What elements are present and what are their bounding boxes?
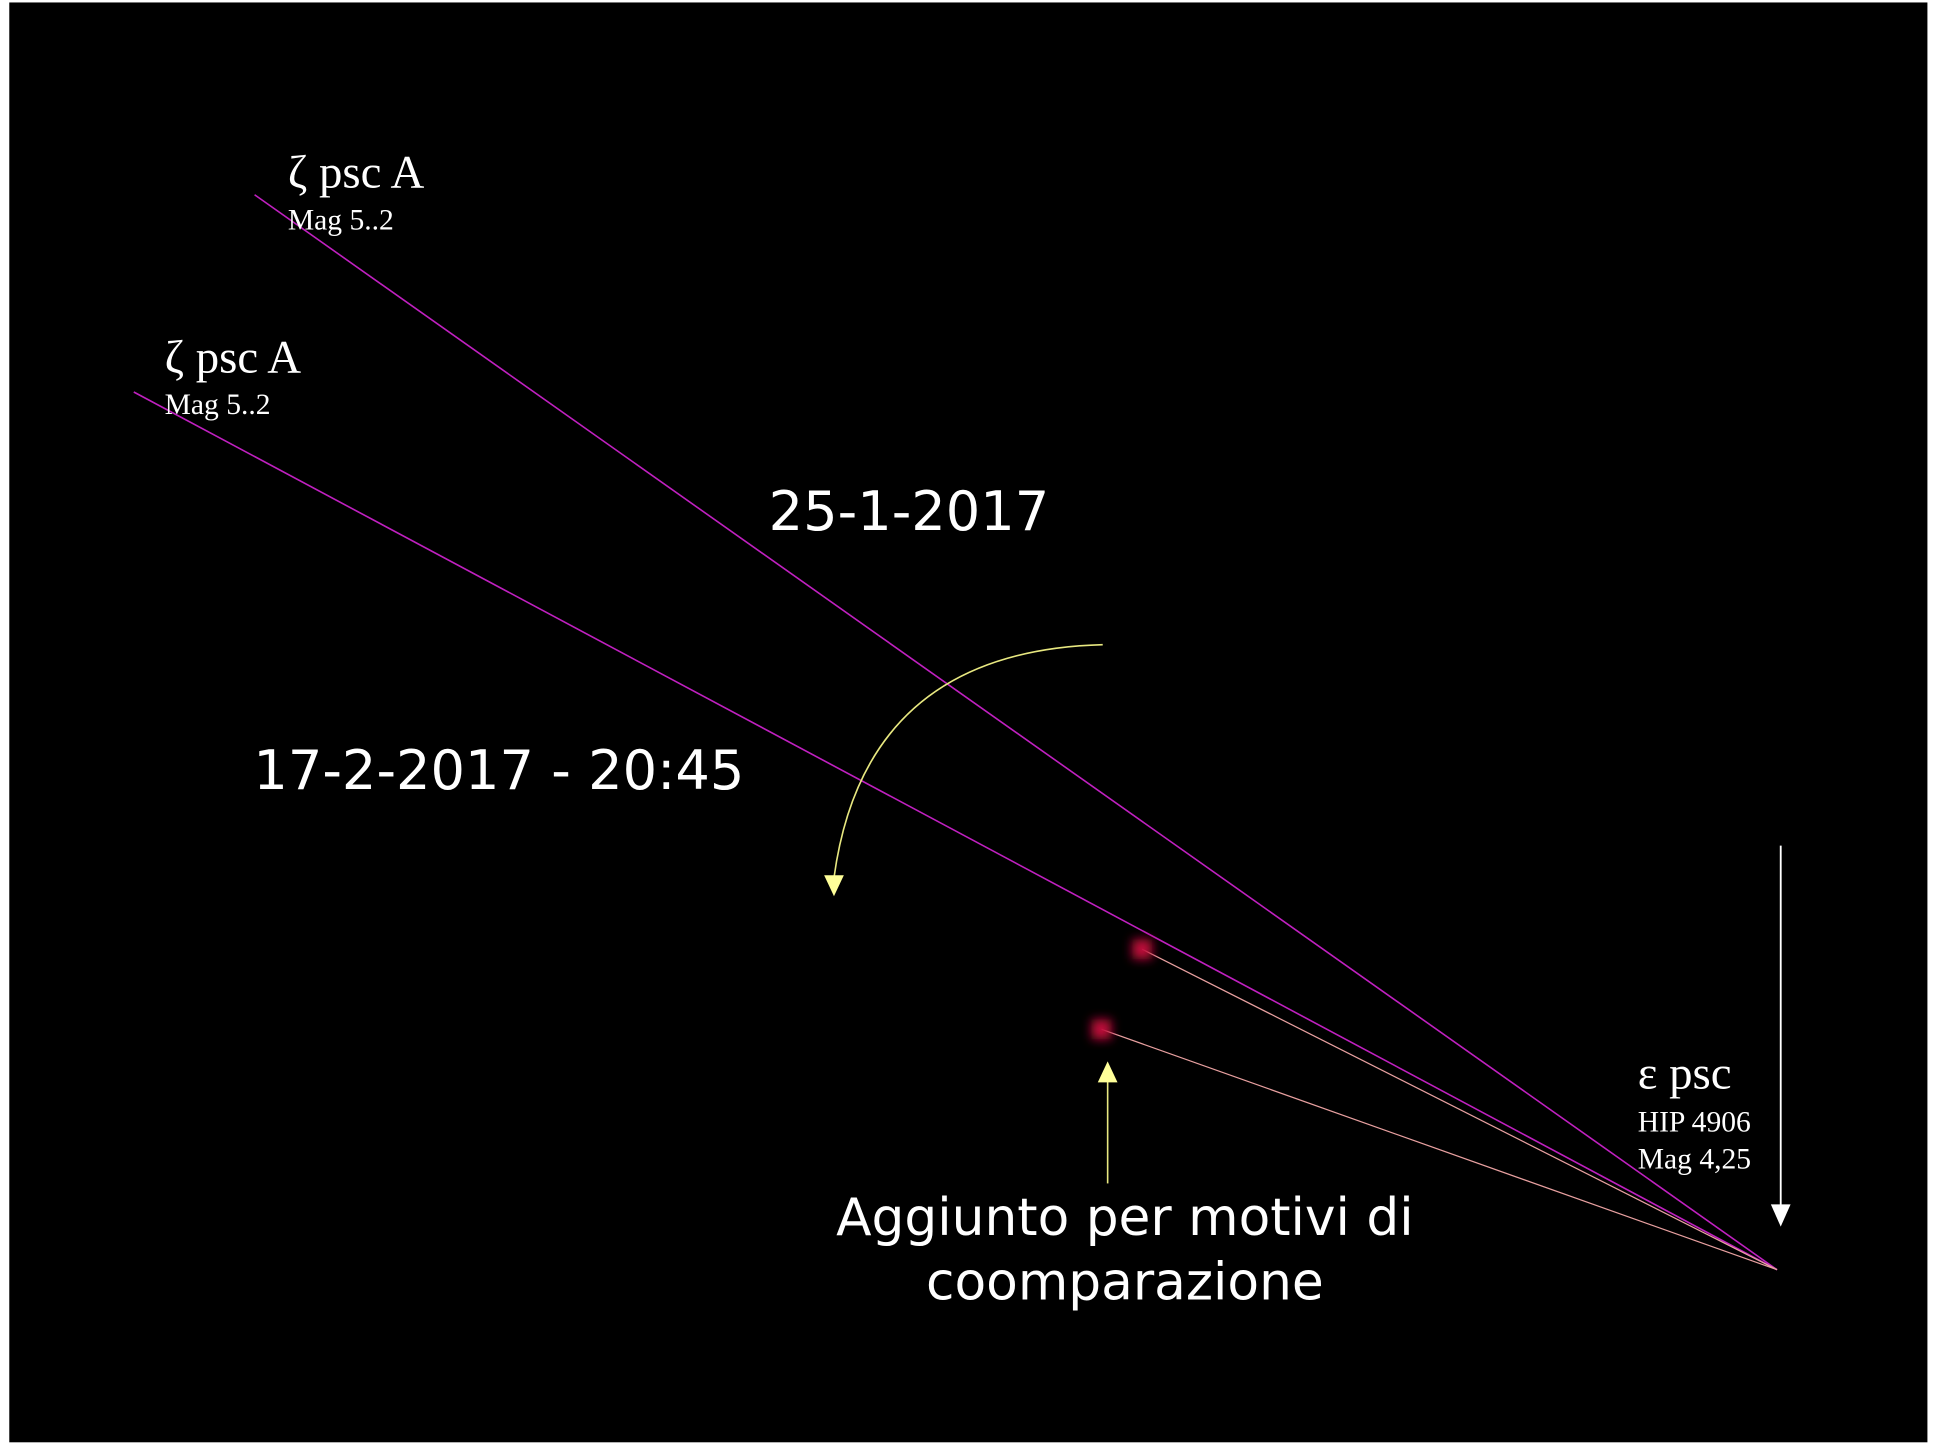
star-name: ζ psc A bbox=[165, 331, 302, 383]
sight-line bbox=[254, 194, 1778, 1271]
sight-line bbox=[133, 391, 1778, 1271]
note-line: Aggiunto per motivi di bbox=[836, 1188, 1414, 1248]
star-dot bbox=[1091, 1019, 1112, 1040]
star-name: ζ psc A bbox=[288, 146, 425, 198]
arrow-head bbox=[1097, 1061, 1118, 1083]
star-detail: Mag 5..2 bbox=[288, 204, 394, 236]
background bbox=[9, 2, 1928, 1443]
date-label: 25-1-2017 bbox=[769, 480, 1050, 543]
arrow-head bbox=[1770, 1204, 1791, 1227]
arrow-head bbox=[824, 875, 844, 897]
star-dot bbox=[1132, 939, 1153, 960]
comparison-line bbox=[1141, 948, 1778, 1271]
note-line: coomparazione bbox=[926, 1252, 1324, 1312]
star-detail: Mag 5..2 bbox=[165, 389, 271, 421]
date-label: 17-2-2017 - 20:45 bbox=[253, 739, 744, 802]
star-name: ε psc bbox=[1638, 1048, 1732, 1100]
comparison-line bbox=[1101, 1028, 1778, 1271]
rotation-arrow bbox=[833, 643, 1103, 878]
star-detail: Mag 4,25 bbox=[1638, 1144, 1751, 1176]
star-detail: HIP 4906 bbox=[1638, 1107, 1751, 1139]
